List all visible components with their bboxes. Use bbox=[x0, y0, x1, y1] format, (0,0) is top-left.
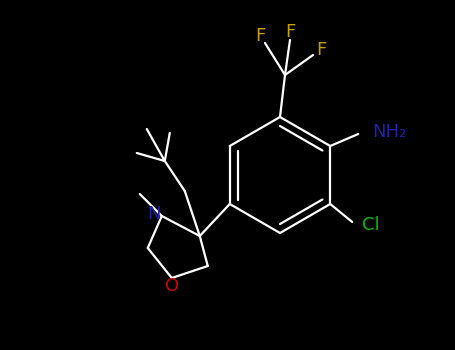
Text: Cl: Cl bbox=[362, 216, 380, 234]
Text: NH₂: NH₂ bbox=[372, 123, 406, 141]
Text: N: N bbox=[147, 205, 161, 223]
Text: F: F bbox=[316, 41, 326, 59]
Text: O: O bbox=[165, 277, 179, 295]
Text: F: F bbox=[285, 23, 295, 41]
Text: F: F bbox=[255, 27, 265, 45]
